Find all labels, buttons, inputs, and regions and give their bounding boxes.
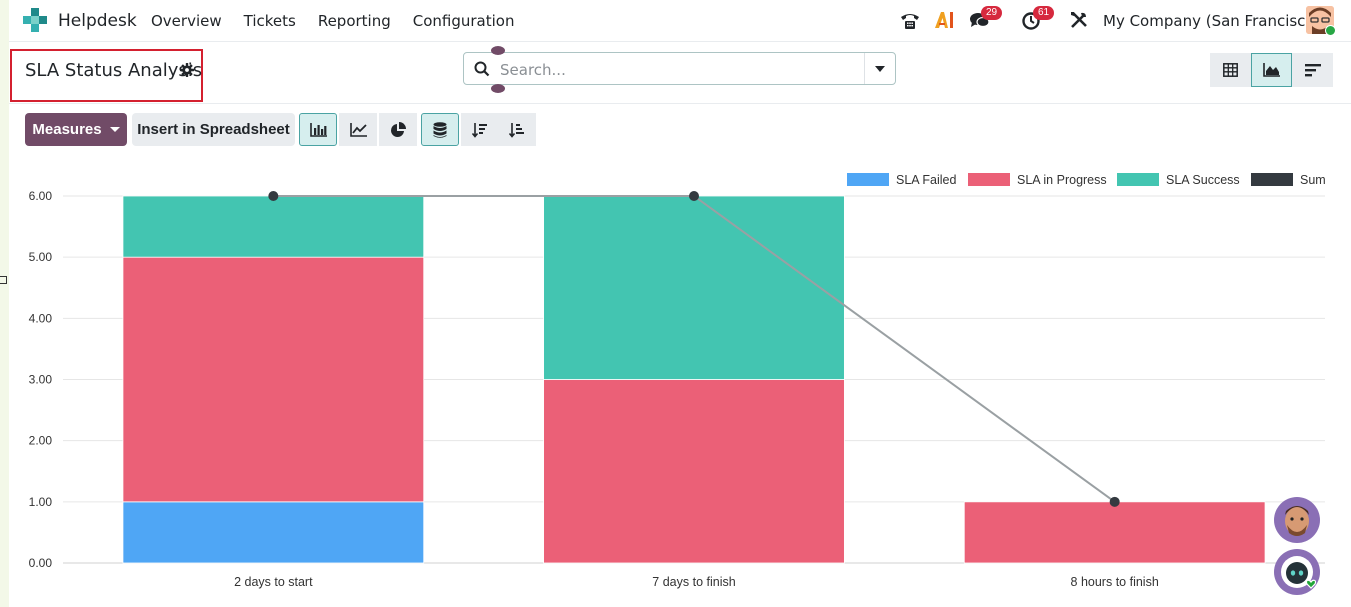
bar-chart-icon xyxy=(309,122,327,137)
chart-legend: SLA Failed SLA in Progress SLA Success Sum xyxy=(847,173,1326,187)
bar-sla-in-progress xyxy=(543,379,845,564)
y-tick-label: 2.00 xyxy=(29,434,53,448)
drag-handle-top[interactable] xyxy=(491,46,505,55)
stacked-toggle-button[interactable] xyxy=(421,113,459,146)
list-icon xyxy=(1304,63,1321,76)
caret-down-icon xyxy=(875,65,885,72)
bar-sla-success xyxy=(122,195,425,258)
measures-label: Measures xyxy=(32,121,102,138)
chart-bars xyxy=(122,195,1266,564)
database-icon xyxy=(433,121,447,138)
search-input[interactable] xyxy=(498,58,862,82)
chart-x-labels: 2 days to start 7 days to finish 8 hours t… xyxy=(234,575,1159,589)
activities-icon[interactable]: 61 xyxy=(1020,6,1055,31)
main-menu: Overview Tickets Reporting Configuration xyxy=(151,12,514,30)
pie-chart-button[interactable] xyxy=(379,113,417,146)
menu-overview[interactable]: Overview xyxy=(151,12,222,30)
line-chart-icon xyxy=(349,122,367,137)
x-tick-label: 2 days to start xyxy=(234,575,313,589)
bar-sla-in-progress xyxy=(963,501,1266,564)
online-status-dot xyxy=(1325,25,1336,36)
operator-avatar-icon xyxy=(1276,499,1318,541)
y-tick-label: 6.00 xyxy=(29,189,53,203)
edge-marker xyxy=(0,276,7,284)
search-options-toggle[interactable] xyxy=(864,53,895,84)
top-navbar: Helpdesk Overview Tickets Reporting Conf… xyxy=(9,0,1351,42)
y-tick-label: 5.00 xyxy=(29,250,53,264)
caret-down-icon xyxy=(109,127,120,132)
search-icon xyxy=(474,61,490,77)
sum-point xyxy=(268,191,279,201)
bar-chart-button[interactable] xyxy=(299,113,337,146)
sla-status-chart: 0.00 1.00 2.00 3.00 4.00 5.00 6.00 2 days to s… xyxy=(29,173,1326,589)
area-chart-icon xyxy=(1263,63,1280,77)
activities-badge: 61 xyxy=(1033,6,1055,20)
x-tick-label: 8 hours to finish xyxy=(1071,575,1159,589)
line-chart-button[interactable] xyxy=(339,113,377,146)
drag-handle-bottom[interactable] xyxy=(491,84,505,93)
legend-swatch xyxy=(968,173,1010,186)
chart-sum-line xyxy=(268,191,1120,507)
menu-tickets[interactable]: Tickets xyxy=(243,12,296,30)
y-tick-label: 4.00 xyxy=(29,311,53,325)
sort-descending-button[interactable] xyxy=(461,113,499,146)
messages-icon[interactable]: 29 xyxy=(968,6,1003,31)
bar-sla-in-progress xyxy=(122,256,425,503)
legend-swatch xyxy=(847,173,889,186)
livechat-bot-bubble[interactable] xyxy=(1274,549,1320,595)
title-highlight-box xyxy=(10,49,203,102)
menu-reporting[interactable]: Reporting xyxy=(317,12,391,30)
ai-icon[interactable] xyxy=(933,9,957,31)
legend-swatch xyxy=(1251,173,1293,186)
legend-swatch xyxy=(1117,173,1159,186)
menu-configuration[interactable]: Configuration xyxy=(412,12,515,30)
sum-point xyxy=(1109,496,1120,507)
view-switcher xyxy=(1210,53,1333,87)
x-tick-label: 7 days to finish xyxy=(652,575,735,589)
sort-ascending-button[interactable] xyxy=(498,113,536,146)
pivot-view-button[interactable] xyxy=(1210,53,1251,87)
sum-point xyxy=(689,191,699,201)
phone-icon[interactable] xyxy=(898,9,922,31)
sort-ascending-icon xyxy=(509,122,524,138)
chatbot-icon xyxy=(1276,551,1318,593)
graph-view-button[interactable] xyxy=(1251,53,1292,87)
legend-label: SLA Failed xyxy=(896,173,957,187)
messages-badge: 29 xyxy=(981,6,1003,20)
pie-chart-icon xyxy=(391,121,406,137)
measures-button[interactable]: Measures xyxy=(25,113,127,146)
tools-icon[interactable] xyxy=(1067,9,1091,31)
livechat-operator-bubble[interactable] xyxy=(1274,497,1320,543)
y-tick-label: 1.00 xyxy=(29,495,53,509)
bar-sla-failed xyxy=(122,501,425,564)
company-switcher[interactable]: My Company (San Francisco) xyxy=(1103,12,1321,30)
y-tick-label: 3.00 xyxy=(29,373,53,387)
insert-spreadsheet-button[interactable]: Insert in Spreadsheet xyxy=(132,113,295,146)
legend-label: Sum xyxy=(1300,173,1326,187)
legend-label: SLA in Progress xyxy=(1017,173,1107,187)
insert-spreadsheet-label: Insert in Spreadsheet xyxy=(137,121,290,138)
page-title: SLA Status Analysis xyxy=(25,60,203,81)
y-tick-label: 0.00 xyxy=(29,556,53,570)
bar-sla-success xyxy=(543,195,845,380)
search-bar xyxy=(463,52,896,85)
sort-descending-icon xyxy=(472,122,487,138)
helpdesk-logo-icon[interactable] xyxy=(22,7,48,33)
app-name[interactable]: Helpdesk xyxy=(58,11,137,31)
list-view-button[interactable] xyxy=(1292,53,1333,87)
left-edge xyxy=(0,0,9,607)
legend-label: SLA Success xyxy=(1166,173,1240,187)
gear-icon[interactable] xyxy=(180,63,194,77)
control-panel-divider xyxy=(9,103,1351,104)
table-icon xyxy=(1223,63,1238,77)
